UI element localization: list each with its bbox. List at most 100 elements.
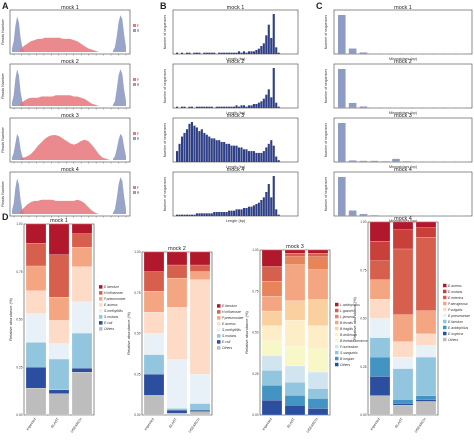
length-bar-4-12 bbox=[205, 213, 208, 216]
length-bar-2-40 bbox=[275, 102, 278, 108]
stack-segment-4-1-4 bbox=[392, 341, 414, 358]
stack-segment-4-1-2 bbox=[392, 248, 414, 315]
x-axis-label-b-1: Length (bp) bbox=[226, 57, 246, 61]
legend-swatch-r-2 bbox=[133, 83, 136, 86]
mismatch-bar-4-2 bbox=[359, 214, 368, 216]
stack-segment-1-0-5 bbox=[25, 342, 47, 368]
legend-label-d-4-5: E.pneumoniae bbox=[448, 314, 470, 318]
stack-segment-2-0-6 bbox=[143, 374, 165, 396]
stack-segment-2-1-6 bbox=[166, 410, 188, 414]
x-tick-d-1-0: expected bbox=[25, 417, 36, 431]
stack-segment-1-2-1 bbox=[71, 233, 93, 248]
mismatch-bar-4-9 bbox=[435, 215, 444, 217]
mismatch-bar-3-9 bbox=[435, 161, 444, 163]
length-bar-1-36 bbox=[265, 35, 268, 54]
length-bar-1-39 bbox=[272, 14, 275, 54]
mismatch-bar-1-0 bbox=[338, 15, 346, 54]
stack-segment-4-1-5 bbox=[392, 357, 414, 369]
length-bar-3-38 bbox=[270, 140, 273, 162]
stack-segment-2-0-0 bbox=[143, 251, 165, 272]
length-bar-3-35 bbox=[262, 151, 265, 162]
mismatch-bar-1-7 bbox=[413, 53, 422, 55]
y-tick-d-3-0: 0.00 bbox=[252, 413, 258, 417]
length-bar-2-5 bbox=[188, 106, 191, 108]
length-bar-1-33 bbox=[257, 48, 260, 54]
stack-segment-3-0-2 bbox=[261, 281, 283, 297]
panel-a-title-1: mock 1 bbox=[61, 5, 79, 11]
length-bar-1-9 bbox=[198, 52, 201, 54]
mismatch-bar-3-0 bbox=[338, 123, 346, 162]
legend-swatch-d-3-5 bbox=[335, 332, 339, 337]
x-tick-d-4-1: BLAST bbox=[394, 417, 404, 429]
length-bar-3-1 bbox=[178, 143, 181, 162]
stack-segment-3-0-7 bbox=[261, 355, 283, 371]
stack-segment-3-1-3 bbox=[284, 264, 306, 301]
stack-segment-3-2-0 bbox=[307, 249, 329, 254]
length-bar-3-33 bbox=[257, 152, 260, 162]
stack-segment-1-1-2 bbox=[48, 297, 70, 321]
length-bar-2-27 bbox=[242, 105, 246, 108]
panel-b-title-2: mock 2 bbox=[227, 59, 245, 65]
panel-c-frame-1 bbox=[333, 9, 473, 55]
legend-label-d-1-7: Others bbox=[104, 327, 114, 331]
legend-swatch-d-4-9 bbox=[443, 337, 447, 342]
mismatch-bar-1-2 bbox=[359, 52, 368, 54]
stack-segment-3-2-3 bbox=[307, 269, 329, 300]
length-bar-3-25 bbox=[237, 147, 241, 162]
length-bar-2-38 bbox=[270, 97, 273, 108]
legend-label-d-2-1: H.influenzae bbox=[222, 310, 241, 314]
length-bar-3-22 bbox=[230, 145, 233, 162]
panel-c-frame-3 bbox=[333, 117, 473, 163]
panel-d-title-4: mock 4 bbox=[394, 216, 412, 222]
length-bar-4-31 bbox=[252, 205, 255, 216]
mismatch-bar-2-8 bbox=[424, 107, 433, 109]
mismatch-bar-1-9 bbox=[435, 53, 444, 55]
length-bar-3-27 bbox=[242, 149, 246, 162]
mismatch-bar-3-5 bbox=[392, 158, 400, 162]
length-bar-1-23 bbox=[233, 52, 236, 54]
length-bar-2-6 bbox=[190, 106, 193, 108]
y-axis-label-d-3: Relative abundance (%) bbox=[244, 310, 249, 353]
length-bar-1-2 bbox=[180, 52, 184, 54]
stack-segment-1-1-4 bbox=[48, 343, 70, 360]
length-bar-4-21 bbox=[228, 210, 231, 216]
stack-segment-4-0-0 bbox=[369, 221, 391, 242]
length-bar-2-21 bbox=[228, 106, 231, 108]
length-bar-4-24 bbox=[235, 209, 238, 216]
legend-swatch-d-4-6 bbox=[443, 319, 447, 324]
length-bar-2-11 bbox=[203, 106, 206, 108]
x-tick-d-2-1: BLAST bbox=[168, 417, 178, 429]
length-bar-3-23 bbox=[233, 145, 236, 162]
length-bar-3-15 bbox=[213, 138, 216, 162]
stack-segment-4-1-3 bbox=[392, 314, 414, 342]
mismatch-bar-2-11 bbox=[457, 107, 465, 109]
length-bar-2-41 bbox=[277, 106, 280, 108]
legend-label-d-3-4: B.fragilis bbox=[340, 327, 353, 331]
stack-segment-4-0-2 bbox=[369, 260, 391, 281]
legend-swatch-d-1-0 bbox=[99, 285, 103, 289]
stack-segment-2-0-4 bbox=[143, 333, 165, 355]
legend-swatch-f-2 bbox=[133, 78, 136, 81]
length-bar-3-2 bbox=[180, 136, 184, 162]
stack-segment-3-1-5 bbox=[284, 320, 306, 347]
length-bar-3-31 bbox=[252, 151, 255, 162]
reverse-area-left-2 bbox=[12, 69, 24, 106]
stack-segment-3-1-8 bbox=[284, 382, 306, 396]
length-bar-4-2 bbox=[180, 214, 184, 216]
stack-segment-4-0-4 bbox=[369, 299, 391, 319]
y-tick-d-4-0: 0.00 bbox=[360, 413, 366, 417]
mismatch-bar-3-1 bbox=[348, 160, 357, 162]
legend-swatch-d-3-1 bbox=[335, 308, 339, 313]
length-bar-4-5 bbox=[188, 214, 191, 216]
stack-segment-2-2-4 bbox=[189, 374, 211, 404]
length-bar-1-34 bbox=[260, 46, 263, 54]
length-bar-3-41 bbox=[277, 160, 280, 162]
length-bar-3-6 bbox=[190, 122, 193, 162]
legend-label-d-3-5: B.dolichum bbox=[340, 333, 357, 337]
legend-swatch-d-1-1 bbox=[99, 291, 103, 295]
stack-segment-4-0-8 bbox=[369, 376, 391, 396]
y-tick-d-1-3: 0.75 bbox=[16, 270, 22, 274]
length-bar-4-25 bbox=[237, 209, 241, 216]
mismatch-bar-1-10 bbox=[446, 53, 454, 55]
